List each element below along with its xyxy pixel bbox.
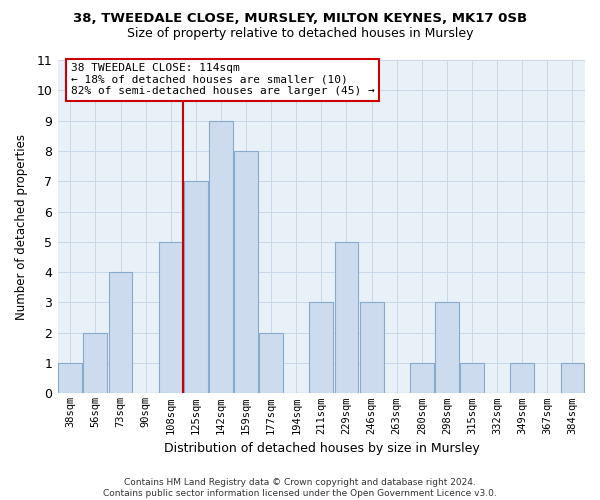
Bar [259,333,283,394]
Text: 38, TWEEDALE CLOSE, MURSLEY, MILTON KEYNES, MK17 0SB: 38, TWEEDALE CLOSE, MURSLEY, MILTON KEYN… [73,12,527,26]
Bar [159,242,182,394]
Bar [359,302,383,394]
Bar [83,333,107,394]
Bar [209,120,233,394]
Bar [435,302,459,394]
X-axis label: Distribution of detached houses by size in Mursley: Distribution of detached houses by size … [164,442,479,455]
Text: 38 TWEEDALE CLOSE: 114sqm
← 18% of detached houses are smaller (10)
82% of semi-: 38 TWEEDALE CLOSE: 114sqm ← 18% of detac… [71,63,374,96]
Bar [234,151,258,394]
Bar [460,363,484,394]
Bar [335,242,358,394]
Text: Contains HM Land Registry data © Crown copyright and database right 2024.
Contai: Contains HM Land Registry data © Crown c… [103,478,497,498]
Bar [511,363,534,394]
Bar [58,363,82,394]
Bar [109,272,133,394]
Bar [184,181,208,394]
Bar [410,363,434,394]
Y-axis label: Number of detached properties: Number of detached properties [15,134,28,320]
Bar [560,363,584,394]
Bar [310,302,334,394]
Text: Size of property relative to detached houses in Mursley: Size of property relative to detached ho… [127,28,473,40]
